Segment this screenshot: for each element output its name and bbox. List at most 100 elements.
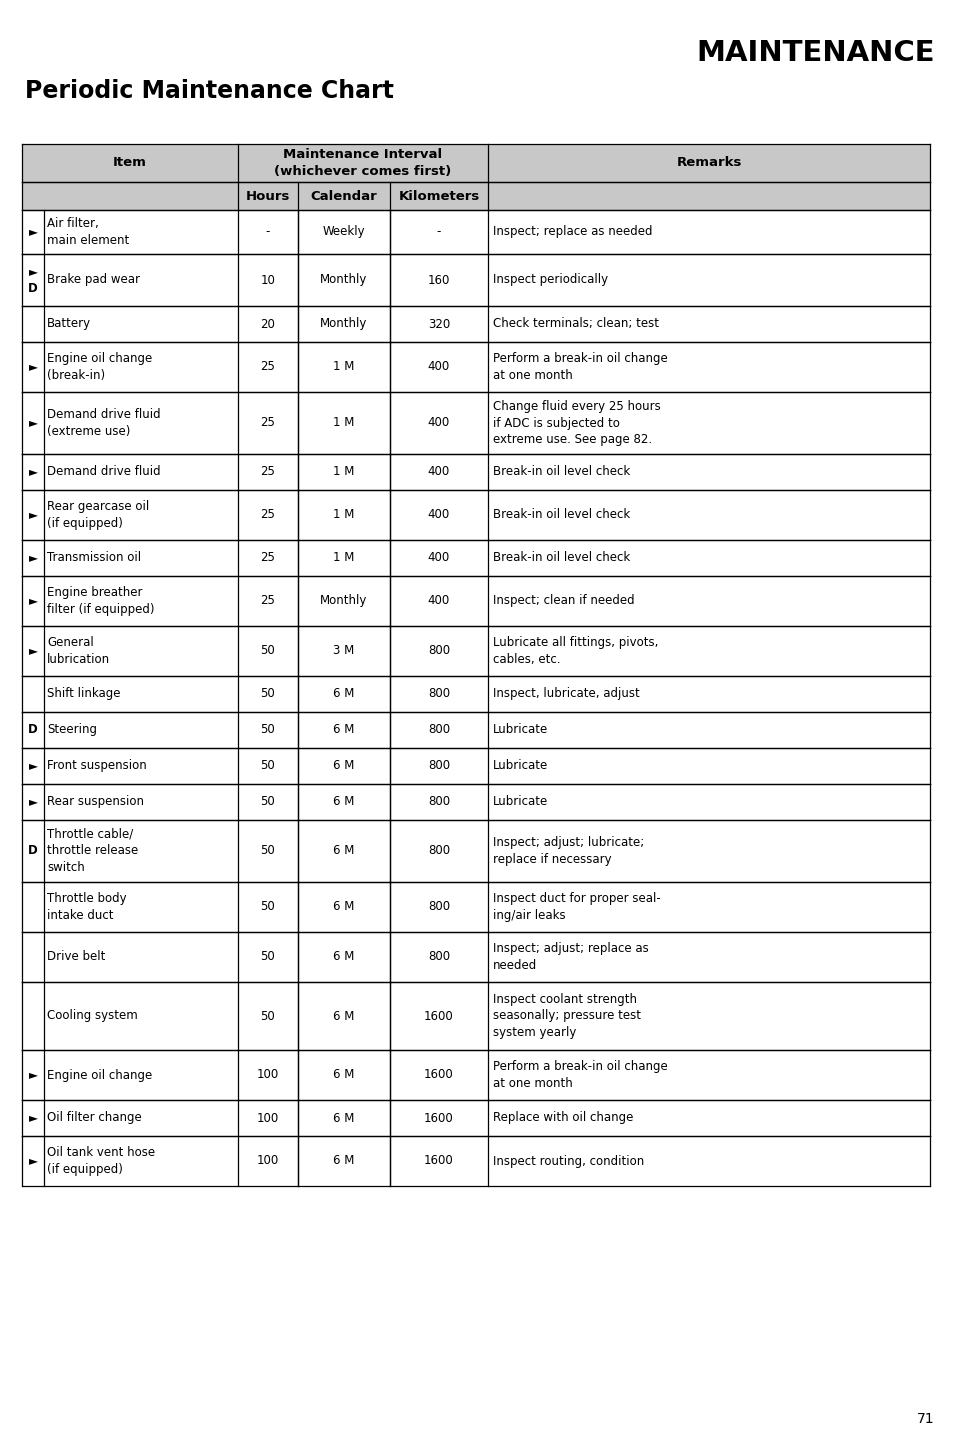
Text: Change fluid every 25 hours
if ADC is subjected to
extreme use. See page 82.: Change fluid every 25 hours if ADC is su… <box>493 400 660 446</box>
Bar <box>22 393 929 454</box>
Bar <box>22 820 929 883</box>
Text: Inspect; adjust; lubricate;
replace if necessary: Inspect; adjust; lubricate; replace if n… <box>493 836 643 865</box>
Text: Periodic Maintenance Chart: Periodic Maintenance Chart <box>25 79 394 103</box>
Text: 50: 50 <box>260 845 275 858</box>
Text: Lubricate all fittings, pivots,
cables, etc.: Lubricate all fittings, pivots, cables, … <box>493 637 658 666</box>
Text: ►: ► <box>29 551 37 564</box>
Text: 6 M: 6 M <box>333 1111 355 1124</box>
Text: Steering: Steering <box>47 724 97 737</box>
Text: Inspect duct for proper seal-
ing/air leaks: Inspect duct for proper seal- ing/air le… <box>493 893 660 922</box>
Bar <box>22 883 929 932</box>
Text: ►: ► <box>29 644 37 657</box>
Text: 800: 800 <box>428 951 450 964</box>
Text: Rear gearcase oil
(if equipped): Rear gearcase oil (if equipped) <box>47 500 149 529</box>
Text: 160: 160 <box>427 273 450 286</box>
Text: Transmission oil: Transmission oil <box>47 551 141 564</box>
Text: 400: 400 <box>428 361 450 374</box>
Text: Engine oil change
(break-in): Engine oil change (break-in) <box>47 352 152 382</box>
Text: 800: 800 <box>428 688 450 701</box>
Text: Maintenance Interval
(whichever comes first): Maintenance Interval (whichever comes fi… <box>274 148 451 177</box>
Bar <box>22 981 929 1050</box>
Text: 20: 20 <box>260 317 275 330</box>
Text: 50: 50 <box>260 900 275 913</box>
Text: D: D <box>28 282 38 295</box>
Text: 25: 25 <box>260 416 275 429</box>
Text: Item: Item <box>113 157 147 170</box>
Text: 800: 800 <box>428 795 450 808</box>
Text: Monthly: Monthly <box>320 595 367 608</box>
Text: Inspect; adjust; replace as
needed: Inspect; adjust; replace as needed <box>493 942 648 971</box>
Text: 800: 800 <box>428 644 450 657</box>
Text: Inspect; replace as needed: Inspect; replace as needed <box>493 225 652 238</box>
Text: Rear suspension: Rear suspension <box>47 795 144 808</box>
Text: 50: 50 <box>260 688 275 701</box>
Text: Inspect, lubricate, adjust: Inspect, lubricate, adjust <box>493 688 639 701</box>
Text: 100: 100 <box>256 1154 279 1168</box>
Text: 50: 50 <box>260 644 275 657</box>
Text: 1 M: 1 M <box>333 551 355 564</box>
Text: Front suspension: Front suspension <box>47 759 147 772</box>
Bar <box>22 342 929 393</box>
Text: 1600: 1600 <box>424 1009 454 1022</box>
Text: Inspect routing, condition: Inspect routing, condition <box>493 1154 643 1168</box>
Text: 50: 50 <box>260 759 275 772</box>
Text: Throttle body
intake duct: Throttle body intake duct <box>47 893 127 922</box>
Bar <box>22 576 929 627</box>
Bar <box>22 490 929 539</box>
Text: 6 M: 6 M <box>333 1069 355 1082</box>
Text: 25: 25 <box>260 595 275 608</box>
Bar <box>22 932 929 981</box>
Text: -: - <box>436 225 440 238</box>
Text: ►: ► <box>29 465 37 478</box>
Text: General
lubrication: General lubrication <box>47 637 110 666</box>
Text: 50: 50 <box>260 795 275 808</box>
Bar <box>22 712 929 747</box>
Text: 400: 400 <box>428 551 450 564</box>
Bar <box>22 305 929 342</box>
Text: ►: ► <box>29 509 37 522</box>
Text: Check terminals; clean; test: Check terminals; clean; test <box>493 317 659 330</box>
Text: 25: 25 <box>260 509 275 522</box>
Text: Inspect periodically: Inspect periodically <box>493 273 607 286</box>
Text: 1600: 1600 <box>424 1111 454 1124</box>
Text: 6 M: 6 M <box>333 688 355 701</box>
Text: 6 M: 6 M <box>333 1154 355 1168</box>
Text: Break-in oil level check: Break-in oil level check <box>493 551 630 564</box>
Text: Demand drive fluid: Demand drive fluid <box>47 465 160 478</box>
Text: Inspect; clean if needed: Inspect; clean if needed <box>493 595 634 608</box>
Text: Kilometers: Kilometers <box>398 189 479 202</box>
Text: 25: 25 <box>260 361 275 374</box>
Text: Perform a break-in oil change
at one month: Perform a break-in oil change at one mon… <box>493 352 667 382</box>
Text: Break-in oil level check: Break-in oil level check <box>493 465 630 478</box>
Text: Brake pad wear: Brake pad wear <box>47 273 140 286</box>
Text: 6 M: 6 M <box>333 951 355 964</box>
Text: Lubricate: Lubricate <box>493 724 548 737</box>
Text: 6 M: 6 M <box>333 795 355 808</box>
Text: ►: ► <box>29 1069 37 1082</box>
Text: 3 M: 3 M <box>333 644 355 657</box>
Text: 400: 400 <box>428 465 450 478</box>
Text: Drive belt: Drive belt <box>47 951 105 964</box>
Text: 1 M: 1 M <box>333 361 355 374</box>
Bar <box>22 1136 929 1186</box>
Bar <box>22 182 929 209</box>
Text: 800: 800 <box>428 724 450 737</box>
Text: 400: 400 <box>428 509 450 522</box>
Text: Lubricate: Lubricate <box>493 759 548 772</box>
Text: ►: ► <box>29 265 37 278</box>
Bar <box>22 1050 929 1101</box>
Text: 50: 50 <box>260 724 275 737</box>
Text: Throttle cable/
throttle release
switch: Throttle cable/ throttle release switch <box>47 827 138 874</box>
Text: ►: ► <box>29 361 37 374</box>
Text: ►: ► <box>29 1111 37 1124</box>
Bar <box>22 747 929 784</box>
Text: 50: 50 <box>260 1009 275 1022</box>
Text: ►: ► <box>29 759 37 772</box>
Text: 800: 800 <box>428 845 450 858</box>
Text: Demand drive fluid
(extreme use): Demand drive fluid (extreme use) <box>47 409 160 438</box>
Text: Cooling system: Cooling system <box>47 1009 137 1022</box>
Bar <box>22 209 929 254</box>
Bar <box>22 676 929 712</box>
Bar <box>22 1101 929 1136</box>
Text: Oil filter change: Oil filter change <box>47 1111 142 1124</box>
